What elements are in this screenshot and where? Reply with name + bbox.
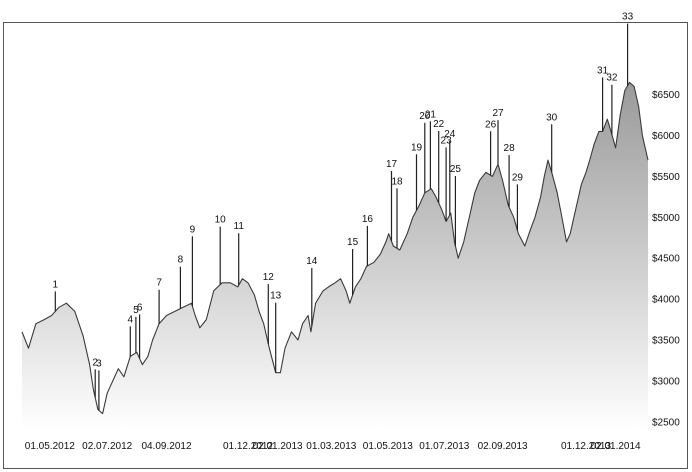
- annotation-label-14: 14: [306, 256, 318, 267]
- y-tick-label: $4000: [652, 295, 680, 306]
- annotation-label-33: 33: [622, 12, 634, 23]
- x-tick-label: 04.09.2012: [141, 441, 191, 452]
- annotation-label-25: 25: [450, 164, 462, 175]
- annotation-label-31: 31: [597, 65, 609, 76]
- annotation-label-5: 5: [133, 305, 139, 316]
- annotation-label-20: 20: [419, 111, 431, 122]
- x-tick-label: 01.03.2013: [306, 441, 356, 452]
- y-tick-label: $5500: [652, 172, 680, 183]
- annotation-label-27: 27: [492, 108, 504, 119]
- annotation-label-7: 7: [156, 278, 162, 289]
- price-line: [21, 81, 649, 415]
- annotation-label-32: 32: [606, 73, 618, 84]
- y-tick-label: $6500: [652, 90, 680, 101]
- annotation-label-18: 18: [391, 176, 403, 187]
- annotation-label-6: 6: [137, 302, 143, 313]
- x-tick-label: 01.05.2013: [363, 441, 413, 452]
- x-axis: 01.05.2012 02.07.2012 04.09.2012 01.12.2012…: [25, 441, 641, 452]
- annotation-label-9: 9: [190, 224, 196, 235]
- annotation-label-16: 16: [362, 214, 374, 225]
- x-tick-label: 01.05.2012: [25, 441, 75, 452]
- area-layer: [21, 81, 649, 431]
- annotation-label-28: 28: [504, 143, 516, 154]
- x-tick-label: 02.09.2013: [478, 441, 528, 452]
- x-tick-label: 02.07.2012: [82, 441, 132, 452]
- y-tick-label: $4500: [652, 254, 680, 265]
- annotation-label-11: 11: [234, 221, 245, 232]
- annotation-label-17: 17: [386, 159, 398, 170]
- annotation-label-21: 21: [425, 109, 437, 120]
- y-tick-label: $5000: [652, 213, 680, 224]
- annotation-label-23: 23: [441, 135, 453, 146]
- annotation-label-15: 15: [347, 237, 359, 248]
- annotation-label-13: 13: [270, 291, 282, 302]
- annotation-label-1: 1: [53, 279, 59, 290]
- annotation-label-24: 24: [444, 129, 456, 140]
- y-tick-label: $3500: [652, 336, 680, 347]
- annotation-label-22: 22: [433, 119, 445, 130]
- annotation-label-4: 4: [128, 314, 134, 325]
- annotation-label-8: 8: [178, 255, 184, 266]
- x-tick-label: 02.01.2013: [253, 441, 303, 452]
- annotation-label-19: 19: [411, 142, 423, 153]
- price-area-fill: [22, 82, 648, 431]
- annotation-layer: 1234567891011121314151617181920212223242…: [53, 12, 634, 411]
- annotation-label-29: 29: [512, 172, 524, 183]
- y-tick-label: $3000: [652, 376, 680, 387]
- x-tick-label: 01.07.2013: [419, 441, 469, 452]
- x-tick-label: 01.12.2013: [561, 441, 611, 452]
- annotation-label-12: 12: [263, 272, 275, 283]
- x-tick-label: 02.01.2014: [591, 441, 641, 452]
- y-tick-label: $6000: [652, 131, 680, 142]
- y-axis: $2500 $3000 $3500 $4000 $4500 $5000 $5500 $6000…: [652, 90, 680, 428]
- annotation-label-10: 10: [215, 215, 227, 226]
- y-tick-label: $2500: [652, 417, 680, 428]
- annotation-label-3: 3: [96, 358, 102, 369]
- annotation-label-2: 2: [92, 357, 98, 368]
- annotation-label-26: 26: [485, 119, 497, 130]
- x-tick-label: 01.12.2012: [223, 441, 273, 452]
- annotation-label-30: 30: [546, 112, 558, 123]
